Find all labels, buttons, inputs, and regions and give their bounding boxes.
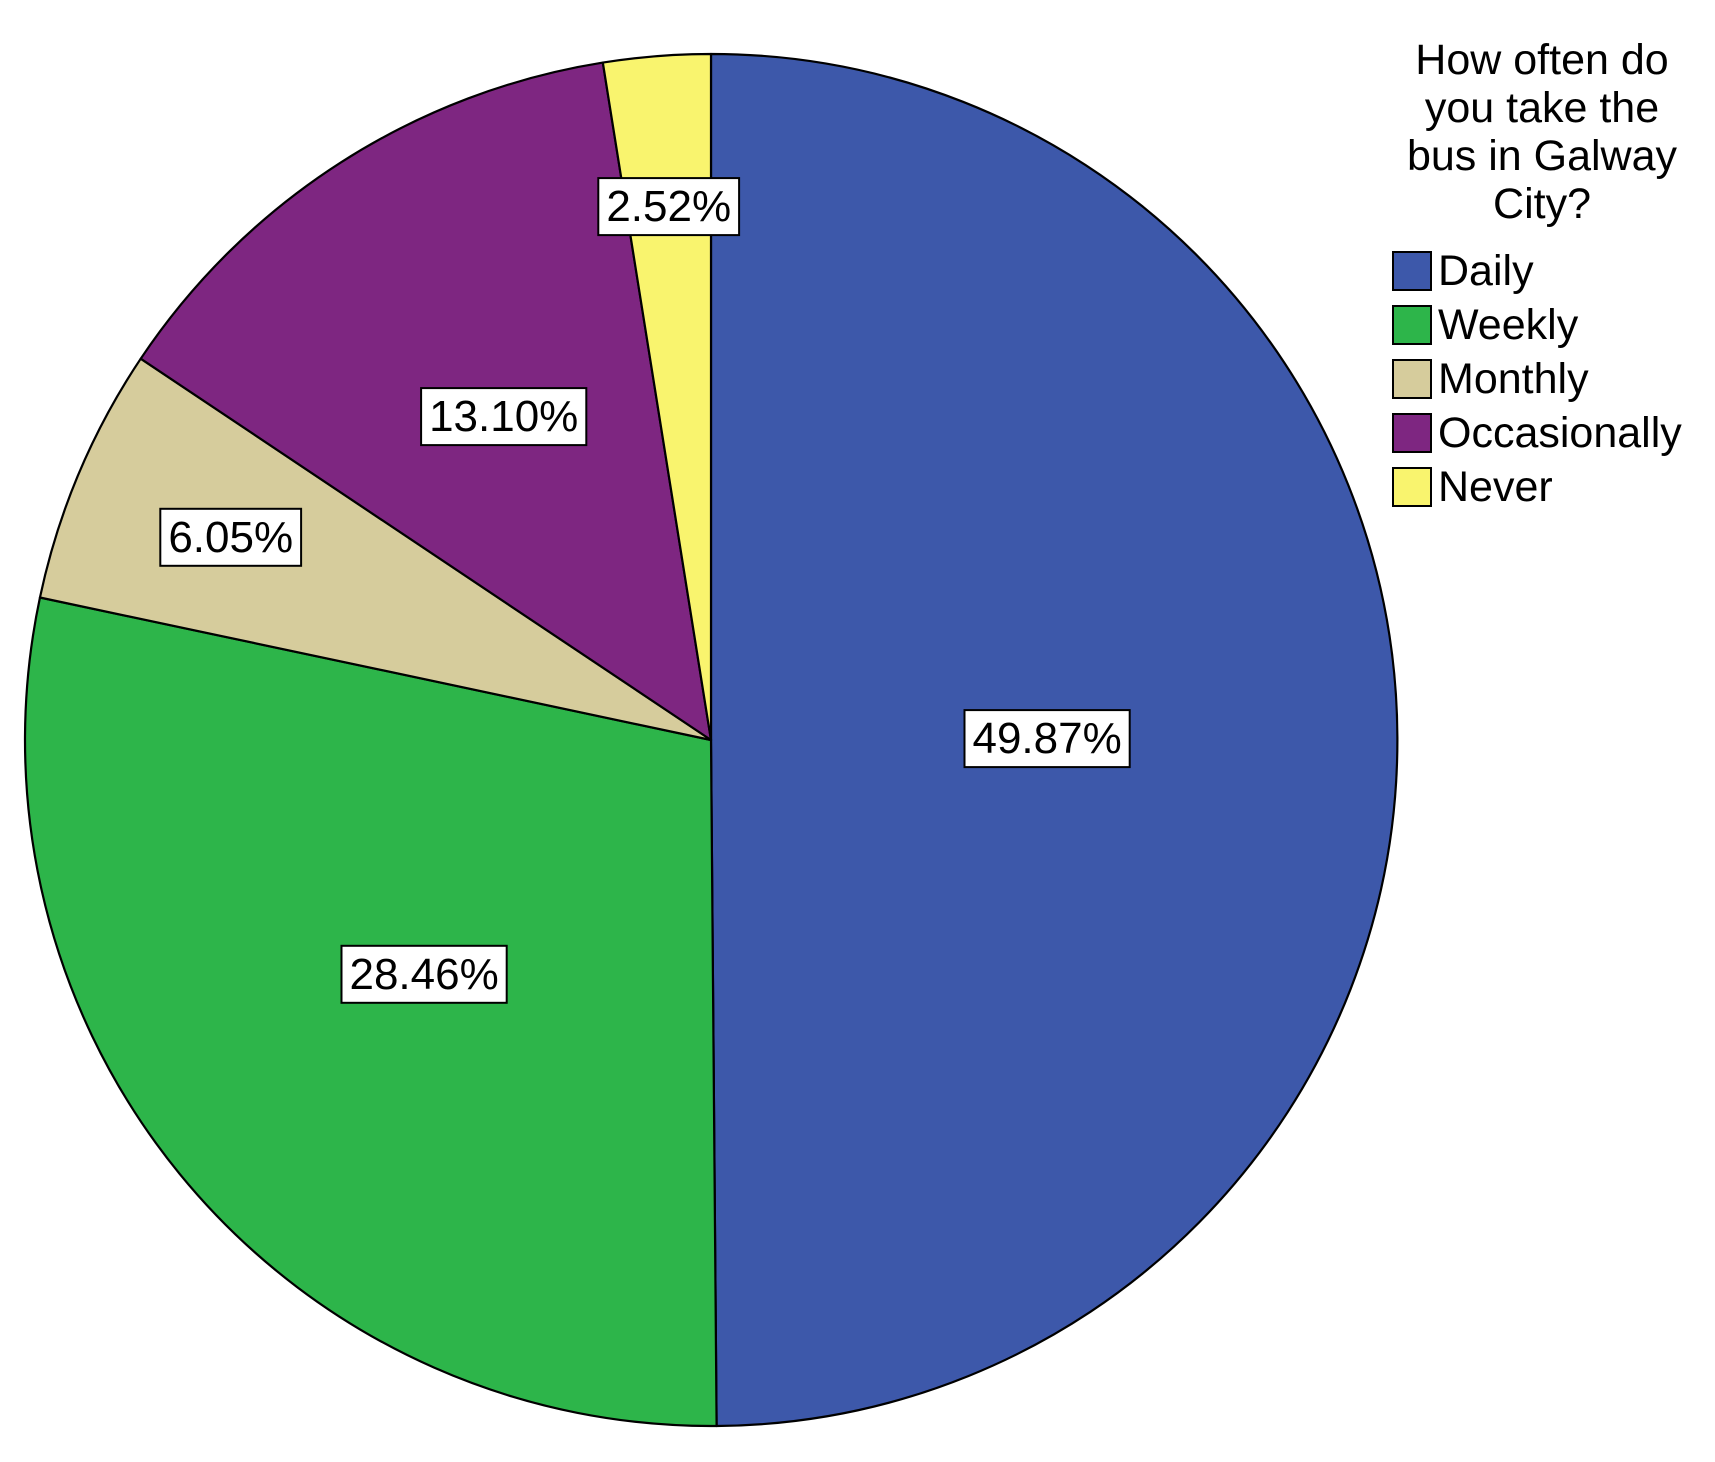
data-label-occasionally: 13.10% (420, 387, 588, 447)
legend-title-line: you take the (1424, 84, 1660, 132)
legend-items: Daily Weekly Monthly Occasionally Never (1392, 244, 1714, 514)
legend-item-monthly: Monthly (1392, 352, 1714, 406)
legend-title-line: City? (1493, 180, 1591, 228)
legend-swatch (1392, 251, 1432, 291)
legend-swatch (1392, 359, 1432, 399)
pie-data-labels: 49.87% 28.46% 6.05% 13.10% 2.52% (159, 177, 1131, 1004)
data-label-weekly: 28.46% (340, 944, 508, 1004)
data-label-never: 2.52% (597, 177, 741, 237)
data-label-monthly: 6.05% (159, 507, 303, 567)
data-label-box (597, 177, 741, 237)
legend-label: Monthly (1438, 355, 1589, 403)
legend-label: Occasionally (1438, 409, 1682, 457)
legend-item-daily: Daily (1392, 244, 1714, 298)
data-label-box (963, 709, 1131, 769)
pie-slices (23, 52, 1399, 1428)
legend-title-line: bus in Galway (1406, 132, 1678, 180)
legend-item-weekly: Weekly (1392, 298, 1714, 352)
legend-label: Weekly (1438, 301, 1579, 349)
pie-slice-weekly (23, 596, 718, 1428)
legend-item-never: Never (1392, 460, 1714, 514)
legend-swatch (1392, 467, 1432, 507)
data-label-text: 49.87% (972, 714, 1121, 763)
data-label-text: 2.52% (606, 182, 731, 231)
legend-item-occasionally: Occasionally (1392, 406, 1714, 460)
legend-title: How often do you take the bus in Galway … (1392, 36, 1692, 228)
legend-swatch (1392, 413, 1432, 453)
data-label-box (340, 944, 508, 1004)
legend-label: Never (1438, 463, 1553, 511)
legend: How often do you take the bus in Galway … (1392, 36, 1714, 514)
legend-title-line: How often do (1415, 36, 1669, 84)
data-label-daily: 49.87% (963, 709, 1131, 769)
data-label-box (159, 507, 303, 567)
pie-slice-monthly (38, 357, 713, 742)
data-label-text: 13.10% (429, 392, 578, 441)
data-label-box (420, 387, 588, 447)
legend-swatch (1392, 305, 1432, 345)
data-label-text: 6.05% (168, 513, 293, 562)
data-label-text: 28.46% (349, 950, 498, 999)
legend-label: Daily (1438, 247, 1534, 295)
